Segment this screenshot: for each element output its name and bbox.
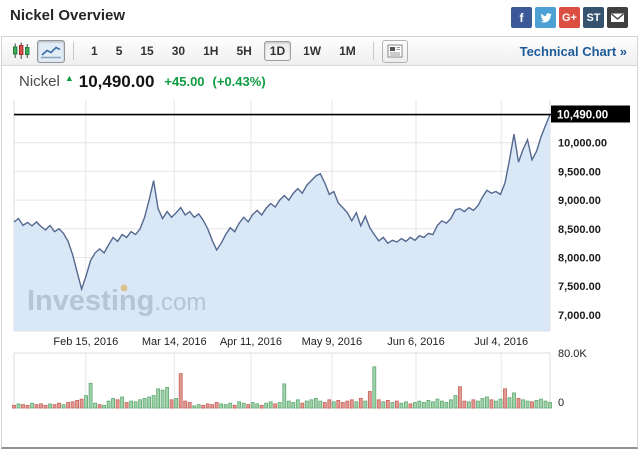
toolbar-divider [73,42,74,60]
line-chart-icon [41,46,61,58]
interval-1-button[interactable]: 1 [91,44,98,58]
interval-5-button[interactable]: 5 [115,44,123,58]
facebook-icon[interactable]: f [511,7,532,28]
svg-text:Feb 15, 2016: Feb 15, 2016 [53,336,118,348]
chart-widget: 1 5 15 30 1H 5H 1D 1W 1M Technical Chart » Nicke… [1,36,638,449]
news-view-button[interactable] [381,39,408,63]
page-title: Nickel Overview [10,7,126,24]
svg-text:9,000.00: 9,000.00 [558,195,601,207]
newspaper-icon [387,44,403,58]
quote-bar: Nickel ▲ 10,490.00 +45.00 (+0.43%) [2,67,274,96]
social-share-bar: f G+ ST [511,7,628,28]
interval-5h-button[interactable]: 5H [236,44,252,58]
interval-1d-button[interactable]: 1D [263,41,292,61]
last-price: 10,490.00 [78,71,155,91]
price-change: +45.00 [164,74,205,89]
technical-chart-link[interactable]: Technical Chart » [519,43,627,59]
svg-text:7,000.00: 7,000.00 [558,310,601,322]
svg-text:8,000.00: 8,000.00 [558,253,601,265]
candlestick-chart-button[interactable] [12,41,31,62]
price-area-series [13,114,551,331]
x-axis-labels: Feb 15, 2016 Mar 14, 2016 Apr 11, 2016 May … [53,336,528,348]
stocktwits-icon[interactable]: ST [583,7,604,28]
toolbar-divider [372,42,374,60]
y-axis-labels: 10,000.00 9,500.00 9,000.00 8,500.00 8,000.0… [558,138,607,322]
svg-text:9,500.00: 9,500.00 [558,166,601,178]
volume-bars [12,366,552,409]
svg-text:8,500.00: 8,500.00 [558,224,601,236]
svg-text:7,500.00: 7,500.00 [558,281,601,293]
svg-text:Apr 11, 2016: Apr 11, 2016 [220,336,282,348]
interval-15-button[interactable]: 15 [140,44,154,58]
svg-text:Jun 6, 2016: Jun 6, 2016 [387,336,445,348]
svg-text:80.0K: 80.0K [558,348,587,360]
email-icon[interactable] [607,7,628,28]
interval-group: 1 5 15 30 1H 5H 1D 1W 1M [82,41,365,61]
svg-text:May 9, 2016: May 9, 2016 [302,336,363,348]
googleplus-icon[interactable]: G+ [559,7,580,28]
current-price-badge: 10,490.00 [551,105,630,123]
twitter-icon[interactable] [535,7,556,28]
volume-axis-labels: 80.0K 0 [558,348,587,409]
candlestick-icon [13,42,30,59]
svg-text:10,490.00: 10,490.00 [557,110,608,122]
interval-1m-button[interactable]: 1M [339,44,356,58]
line-chart-button[interactable] [37,39,65,63]
svg-text:0: 0 [558,397,564,409]
interval-1w-button[interactable]: 1W [303,44,322,58]
price-chart[interactable]: Investing.com 10,000.00 9,500.00 9,000.00 8,… [2,97,637,445]
interval-30-button[interactable]: 30 [171,44,186,58]
instrument-name: Nickel [19,73,60,90]
price-change-percent: (+0.43%) [212,74,266,89]
chart-toolbar: 1 5 15 30 1H 5H 1D 1W 1M Technical Chart » [2,37,637,66]
svg-text:Jul 4, 2016: Jul 4, 2016 [474,336,528,348]
up-arrow-icon: ▲ [64,72,74,83]
svg-text:10,000.00: 10,000.00 [558,138,607,150]
investing-watermark: Investing.com [27,284,206,317]
svg-text:Mar 14, 2016: Mar 14, 2016 [142,336,207,348]
interval-1h-button[interactable]: 1H [203,44,219,58]
svg-text:Investing.com: Investing.com [27,285,206,317]
